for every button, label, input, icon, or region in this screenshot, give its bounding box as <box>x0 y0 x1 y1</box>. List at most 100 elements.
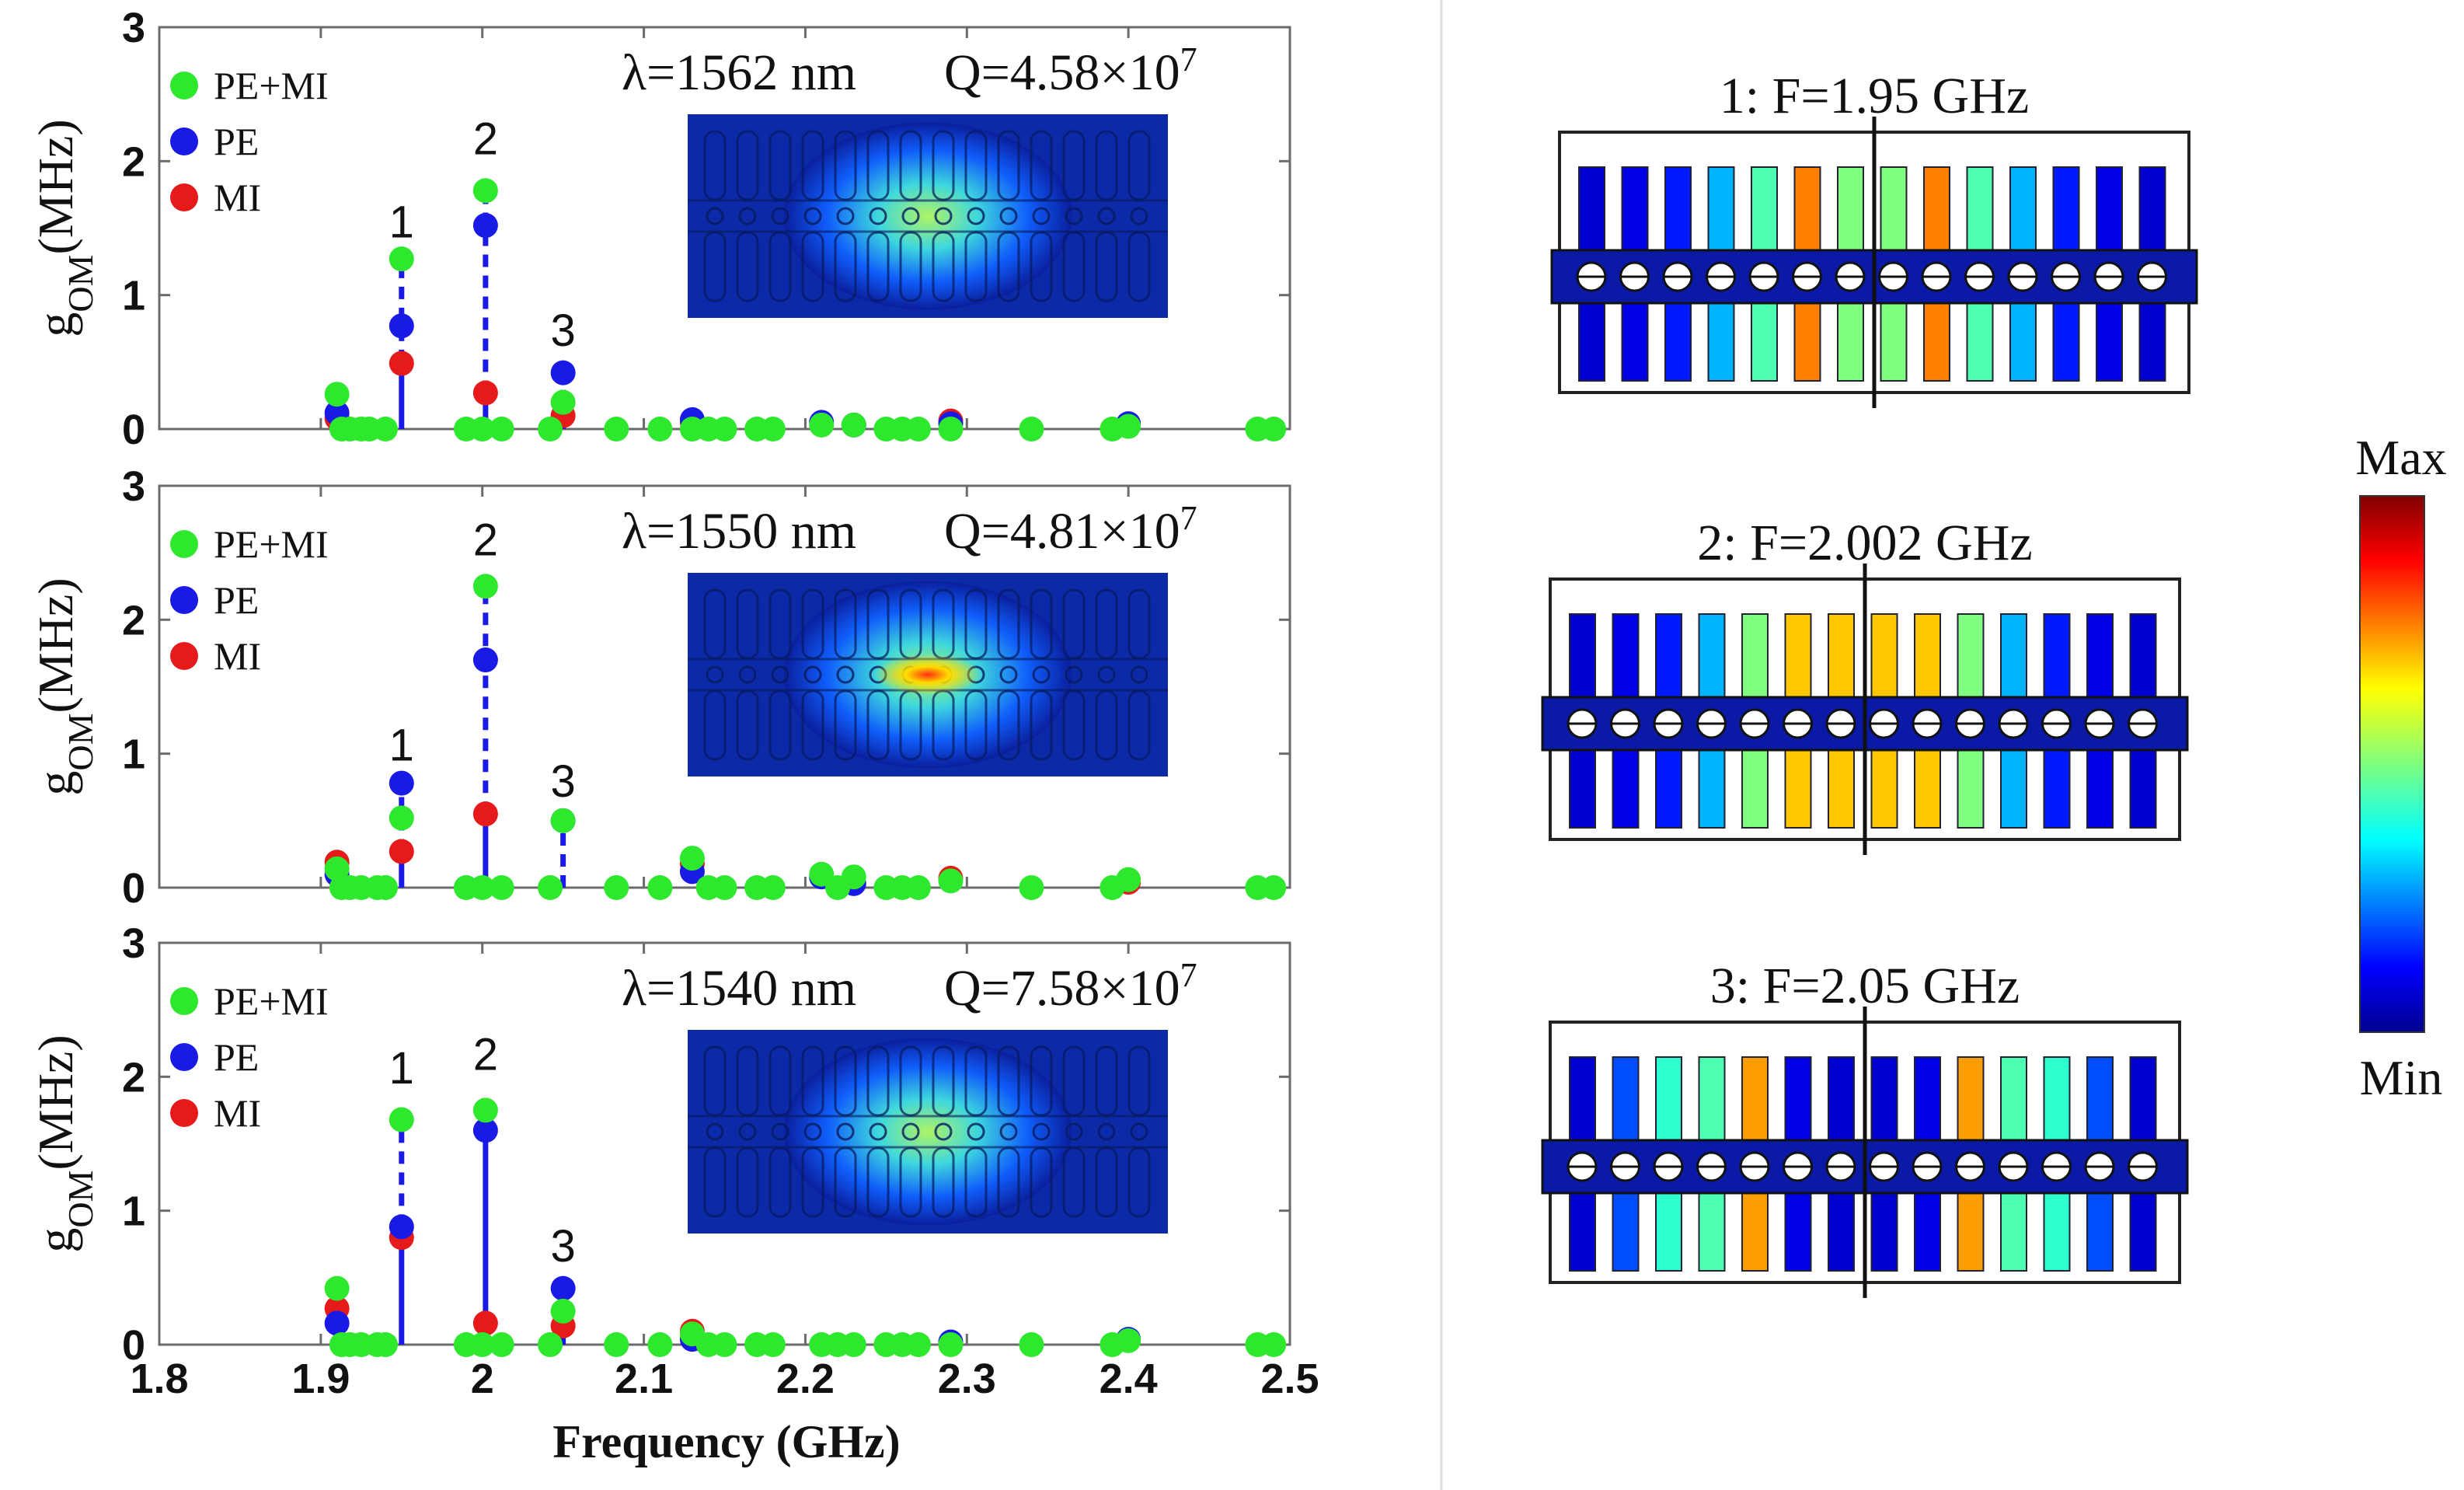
optical-field-inset <box>688 573 1168 776</box>
nanobeam-rib-top <box>1698 613 1726 700</box>
inset-hole <box>1065 207 1083 225</box>
wavelength-label: λ=1562 nm <box>622 44 856 101</box>
data-point-pe-mi <box>550 808 576 833</box>
data-point-pe-mi <box>1019 875 1044 900</box>
inset-hole <box>1032 1122 1051 1141</box>
nanobeam-rib-top <box>1784 613 1812 700</box>
data-point-pe-mi <box>1261 875 1287 900</box>
legend-marker <box>170 127 198 155</box>
nanobeam-rib-bottom <box>1751 295 1778 382</box>
q-factor-label: Q=4.81×107 <box>944 499 1197 560</box>
data-point-pe-mi <box>604 1332 629 1357</box>
q-factor-exponent: 7 <box>1180 499 1197 537</box>
nanobeam-rib-top <box>1698 1056 1726 1143</box>
nanobeam-rib-bottom <box>1880 295 1908 382</box>
data-point-pe-mi <box>389 1107 414 1132</box>
data-point-mi <box>472 1310 498 1336</box>
data-point-pe-mi <box>1116 1328 1141 1353</box>
inset-hole <box>869 1122 887 1141</box>
nanobeam-rib-top <box>2129 1056 2157 1143</box>
legend-marker <box>170 72 198 99</box>
peak-label: 2 <box>473 1030 498 1080</box>
nanobeam-rib-bottom <box>1698 1185 1726 1272</box>
inset-hole <box>738 1122 757 1141</box>
nanobeam-rib-bottom <box>2096 295 2123 382</box>
x-tick-label: 2.2 <box>776 1356 835 1402</box>
legend-entry-label: PE+MI <box>214 64 329 107</box>
peak-label: 3 <box>551 756 576 807</box>
data-point-pe-mi <box>760 1332 786 1357</box>
nanobeam-rib-top <box>2096 166 2123 253</box>
data-point-pe-mi <box>1019 1332 1044 1357</box>
peak-label: 1 <box>389 720 414 770</box>
nanobeam-rib-top <box>2052 166 2080 253</box>
data-point-pe-mi <box>841 864 866 890</box>
nanobeam-rib-top <box>1793 166 1821 253</box>
inset-hole <box>771 1122 789 1141</box>
mode-shape-2: 2: F=2.002 GHz <box>1541 515 2189 855</box>
nanobeam-rib-top <box>2086 1056 2114 1143</box>
colorbar: Max Min <box>2355 430 2446 1105</box>
data-point-pe-mi <box>538 875 563 900</box>
y-tick-label: 2 <box>122 597 145 644</box>
nanobeam-rib-top <box>1664 166 1692 253</box>
q-factor-mantissa: Q=7.58×10 <box>944 960 1180 1017</box>
nanobeam-rib-bottom <box>1957 742 1985 829</box>
inset-hole <box>901 1122 920 1141</box>
inset-hole <box>999 1122 1018 1141</box>
nanobeam-rib-top <box>1828 1056 1855 1143</box>
inset-hole <box>803 665 822 684</box>
q-factor-label: Q=7.58×107 <box>944 956 1197 1017</box>
nanobeam-rib-bottom <box>1621 295 1649 382</box>
nanobeam-rib-bottom <box>2043 742 2071 829</box>
nanobeam-rib-top <box>1870 1056 1898 1143</box>
nanobeam-rib-bottom <box>2129 1185 2157 1272</box>
nanobeam-rib-bottom <box>1828 1185 1855 1272</box>
nanobeam-rib-bottom <box>1569 1185 1596 1272</box>
x-tick-label: 1.8 <box>130 1356 188 1402</box>
nanobeam-rib-bottom <box>1612 1185 1640 1272</box>
mode-shape-title: 3: F=2.05 GHz <box>1710 958 2020 1014</box>
data-point-pe-mi <box>489 1332 514 1357</box>
nanobeam-rib-top <box>1837 166 1864 253</box>
nanobeam-rib-top <box>1870 613 1898 700</box>
inset-hole <box>1032 207 1051 225</box>
data-point-pe-mi <box>647 1332 673 1357</box>
data-point-pe-mi <box>809 412 835 438</box>
y-axis-label-unit: (MHz) <box>28 1035 83 1170</box>
legend-entry-label: PE <box>214 578 259 622</box>
nanobeam-rib-top <box>1612 1056 1640 1143</box>
nanobeam-rib-bottom <box>2086 742 2114 829</box>
nanobeam-rib-top <box>1828 613 1855 700</box>
nanobeam-rib-top <box>2129 613 2157 700</box>
stem-plot-panel-2: 0 1 2 3 gOM(MHz) PE+MI PE MI λ=1550 nm Q=4.81×107… <box>28 463 1291 912</box>
q-factor-mantissa: Q=4.81×10 <box>944 503 1180 560</box>
data-point-pe-mi <box>550 1298 576 1324</box>
nanobeam-rib-top <box>1741 613 1769 700</box>
nanobeam-rib-bottom <box>1828 742 1855 829</box>
data-point-pe-mi <box>469 1332 495 1357</box>
y-tick-label: 2 <box>122 1054 145 1101</box>
nanobeam-rib-top <box>1784 1056 1812 1143</box>
data-point-pe-mi <box>760 417 786 441</box>
data-point-pe-mi <box>324 1275 350 1301</box>
data-point-pe-mi <box>324 382 350 407</box>
data-point-pe-mi <box>550 389 576 415</box>
inset-hole <box>934 1122 953 1141</box>
nanobeam-rib-bottom <box>1914 1185 1941 1272</box>
peak-label: 1 <box>389 197 414 248</box>
nanobeam-rib-bottom <box>1655 742 1682 829</box>
data-point-pe-mi <box>712 417 737 441</box>
legend-entry-label: PE+MI <box>214 522 329 566</box>
data-point-pe-mi <box>538 1332 563 1357</box>
mode-shape-title: 1: F=1.95 GHz <box>1720 68 2029 124</box>
y-tick-label: 0 <box>122 865 145 912</box>
x-tick-label: 2.4 <box>1100 1356 1158 1402</box>
nanobeam-rib-top <box>1966 166 1994 253</box>
inset-hole <box>1097 1122 1116 1141</box>
data-point-pe-mi <box>1116 414 1141 439</box>
inset-hole <box>771 665 789 684</box>
data-point-pe-mi <box>938 868 964 894</box>
data-point-pe-mi <box>1261 417 1287 441</box>
